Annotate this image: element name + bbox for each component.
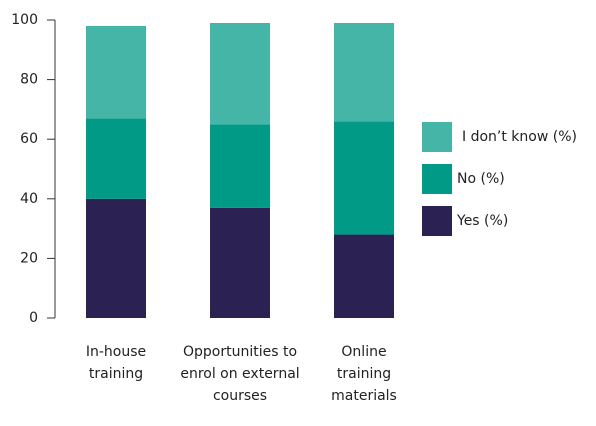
y-tick-label: 0 <box>29 310 38 326</box>
bar-segment <box>334 22 394 122</box>
legend-label: I don’t know (%) <box>462 129 577 145</box>
legend-label: Yes (%) <box>456 213 508 229</box>
bar-segment <box>86 118 146 199</box>
bar-segment <box>334 121 394 235</box>
legend-swatch <box>422 122 452 152</box>
x-tick-label: Opportunities to enrol on external cours… <box>180 344 300 404</box>
bar-segment <box>210 124 270 208</box>
y-tick-label: 20 <box>20 250 38 266</box>
bar-segment <box>86 198 146 318</box>
legend-swatch <box>422 164 452 194</box>
y-tick-label: 80 <box>20 72 38 88</box>
y-tick-label: 100 <box>11 12 38 28</box>
y-tick-label: 40 <box>20 191 38 207</box>
bar-segment <box>210 207 270 318</box>
bar-segment <box>210 22 270 125</box>
y-tick-label: 60 <box>20 131 38 147</box>
bar-segment <box>334 234 394 318</box>
x-tick-label: Online training materials <box>331 344 397 404</box>
legend-swatch <box>422 206 452 236</box>
x-tick-label: In-house training <box>85 344 147 382</box>
legend-label: No (%) <box>457 171 505 187</box>
bar-segment <box>86 25 146 119</box>
